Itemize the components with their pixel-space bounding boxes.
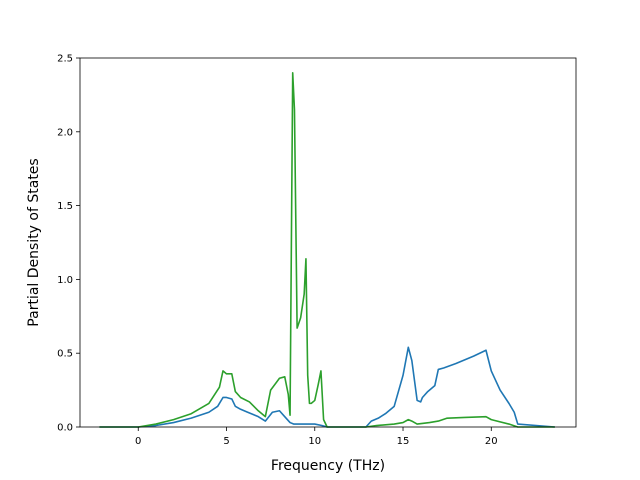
- y-tick-label: 1.0: [57, 275, 73, 286]
- series-line-1: [99, 71, 555, 428]
- y-axis-ticks: 0.0 0.5 1.0 1.5 2.0 2.5: [57, 54, 80, 434]
- y-tick-label: 1.5: [57, 201, 73, 212]
- plot-area-frame: [79, 57, 577, 428]
- x-tick-label: 5: [223, 436, 229, 447]
- x-tick-label: 10: [308, 436, 321, 447]
- x-axis-ticks: 0 5 10 15 20: [135, 427, 498, 447]
- x-tick-label: 15: [397, 436, 410, 447]
- x-axis-label: Frequency (THz): [271, 458, 385, 474]
- y-tick-label: 2.5: [57, 54, 73, 65]
- x-tick-label: 20: [485, 436, 498, 447]
- y-tick-label: 2.0: [57, 127, 73, 138]
- y-tick-label: 0.5: [57, 349, 73, 360]
- x-tick-label: 0: [135, 436, 141, 447]
- y-axis-label: Partial Density of States: [26, 158, 42, 326]
- y-tick-label: 0.0: [57, 423, 73, 434]
